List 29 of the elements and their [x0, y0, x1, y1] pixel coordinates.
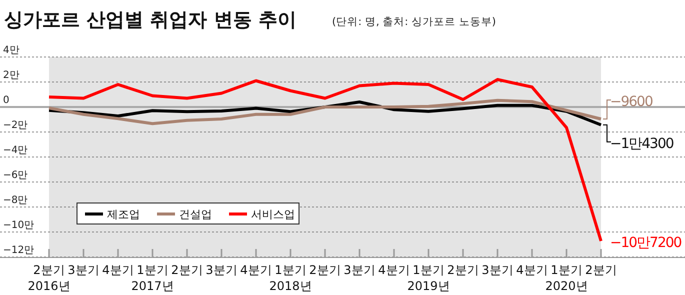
y-tick-label: −6만: [3, 170, 28, 181]
y-tick-label: −4만: [3, 145, 28, 156]
text: −9600: [610, 94, 652, 110]
x-tick-label: 3분기: [482, 263, 514, 277]
y-tick-label: −12만: [3, 245, 34, 256]
chart-title: 싱가포르 산업별 취업자 변동 추이: [4, 9, 296, 31]
x-tick-label: 4분기: [102, 263, 134, 277]
y-tick-label: 0: [3, 95, 10, 106]
x-tick-label: 4분기: [516, 263, 548, 277]
y-tick-label: 4만: [3, 45, 20, 56]
text: −1만4300: [610, 136, 674, 152]
x-tick-label: 4분기: [240, 263, 272, 277]
chart-subtitle: (단위: 명, 출처: 싱가포르 노동부): [332, 16, 496, 28]
x-tick-label: 3분기: [68, 263, 100, 277]
x-tick-label: 3분기: [344, 263, 376, 277]
y-tick-label: −8만: [3, 195, 28, 206]
x-tick-label: 2분기: [309, 263, 341, 277]
y-tick-label: −2만: [3, 120, 28, 131]
legend-label: 서비스업: [251, 208, 295, 221]
legend-label: 제조업: [107, 208, 140, 221]
x-tick-label: 2분기: [585, 263, 617, 277]
legend-label: 건설업: [179, 208, 212, 221]
x-tick-label: 2분기: [171, 263, 203, 277]
x-tick-label: 2분기: [447, 263, 479, 277]
y-tick-label: −10만: [3, 220, 34, 231]
y-tick-label: 2만: [3, 70, 20, 81]
x-tick-label: 3분기: [206, 263, 238, 277]
text: −10만7200: [610, 235, 682, 251]
x-tick-label: 4분기: [378, 263, 410, 277]
